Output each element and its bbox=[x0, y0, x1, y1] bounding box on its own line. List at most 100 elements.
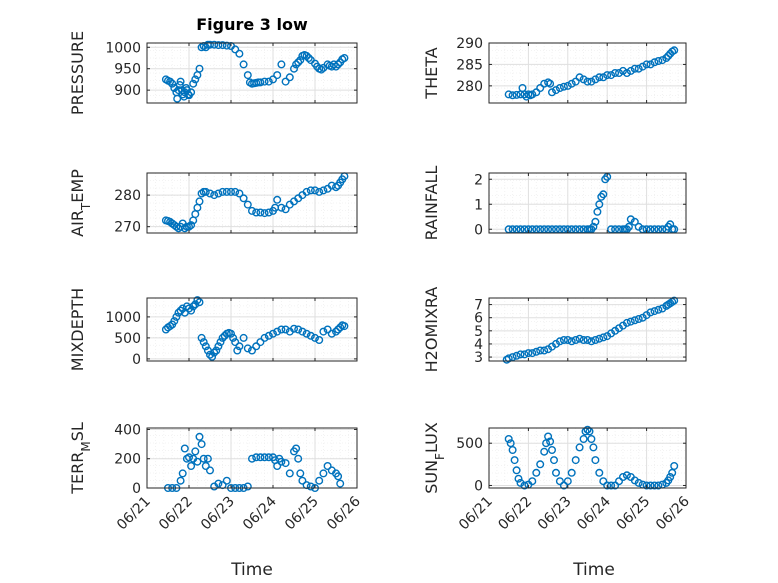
data-point bbox=[532, 468, 541, 477]
data-point bbox=[264, 453, 273, 462]
data-point bbox=[630, 316, 639, 325]
data-point bbox=[536, 83, 545, 92]
data-point bbox=[239, 333, 248, 342]
data-point bbox=[260, 333, 269, 342]
data-point bbox=[670, 46, 679, 55]
data-point bbox=[634, 315, 643, 324]
data-point bbox=[510, 456, 519, 465]
data-point bbox=[595, 200, 604, 209]
data-point bbox=[229, 333, 238, 342]
data-point bbox=[591, 456, 600, 465]
data-point bbox=[512, 351, 521, 360]
data-point bbox=[619, 473, 628, 482]
data-series bbox=[504, 425, 679, 490]
axes-box bbox=[146, 172, 358, 234]
data-point bbox=[243, 200, 252, 209]
data-point bbox=[323, 462, 332, 471]
data-point bbox=[208, 352, 217, 361]
data-point bbox=[260, 209, 269, 218]
data-point bbox=[650, 307, 659, 316]
data-series bbox=[161, 40, 349, 103]
data-point bbox=[315, 476, 324, 485]
data-point bbox=[546, 79, 555, 88]
data-point bbox=[591, 217, 600, 226]
data-point bbox=[591, 336, 600, 345]
data-point bbox=[184, 453, 193, 462]
data-point bbox=[281, 325, 290, 334]
data-point bbox=[567, 468, 576, 477]
data-point bbox=[184, 304, 193, 313]
data-point bbox=[218, 41, 227, 50]
data-point bbox=[195, 432, 204, 441]
data-point bbox=[205, 189, 214, 198]
data-point bbox=[340, 54, 349, 63]
data-point bbox=[273, 327, 282, 336]
data-point bbox=[304, 54, 313, 63]
axes-box bbox=[146, 427, 358, 489]
axes-box bbox=[146, 297, 358, 362]
data-point bbox=[294, 325, 303, 334]
data-point bbox=[172, 222, 181, 231]
data-point bbox=[634, 222, 643, 231]
data-point bbox=[559, 481, 568, 490]
data-point bbox=[654, 481, 663, 490]
data-point bbox=[520, 481, 529, 490]
data-point bbox=[260, 77, 269, 86]
data-point bbox=[336, 479, 345, 488]
data-point bbox=[626, 317, 635, 326]
y-tick-label: 500 bbox=[456, 436, 483, 452]
data-point bbox=[666, 220, 675, 229]
data-point bbox=[504, 90, 513, 99]
data-point bbox=[311, 333, 320, 342]
y-tick-label: 0 bbox=[132, 481, 141, 497]
y-tick-label: 1000 bbox=[105, 310, 141, 326]
y-axis-label: PRESSURE bbox=[68, 31, 87, 115]
data-point bbox=[226, 329, 235, 338]
y-tick-label: 290 bbox=[456, 36, 483, 52]
data-point bbox=[638, 62, 647, 71]
data-point bbox=[166, 322, 175, 331]
data-point bbox=[552, 468, 561, 477]
data-point bbox=[528, 349, 537, 358]
data-point bbox=[595, 334, 604, 343]
data-point bbox=[622, 318, 631, 327]
y-tick-label: 7 bbox=[474, 298, 483, 314]
y-tick-label: 270 bbox=[114, 220, 141, 236]
axes-box bbox=[146, 42, 358, 104]
figure-title: Figure 3 low bbox=[196, 15, 308, 34]
data-point bbox=[546, 437, 555, 446]
minor-grid bbox=[147, 428, 357, 488]
y-tick-label: 500 bbox=[114, 331, 141, 347]
data-point bbox=[615, 68, 624, 77]
y-tick-label: 280 bbox=[114, 188, 141, 204]
data-point bbox=[642, 481, 651, 490]
data-point bbox=[252, 453, 261, 462]
y-tick-label: 2 bbox=[474, 172, 483, 188]
x-axis-label-right: Time bbox=[572, 560, 615, 580]
data-series bbox=[502, 296, 679, 364]
data-point bbox=[205, 40, 214, 49]
subplot-rainfall: 0 1 2 RAINFALL bbox=[422, 166, 687, 240]
data-point bbox=[532, 347, 541, 356]
data-point bbox=[589, 222, 598, 231]
data-point bbox=[319, 186, 328, 195]
data-point bbox=[311, 186, 320, 195]
data-series bbox=[161, 296, 349, 361]
data-point bbox=[180, 224, 189, 233]
data-point bbox=[567, 79, 576, 88]
data-point bbox=[173, 94, 182, 103]
data-point bbox=[247, 206, 256, 215]
data-point bbox=[195, 64, 204, 73]
data-point bbox=[575, 73, 584, 82]
data-point bbox=[575, 443, 584, 452]
data-point bbox=[222, 476, 231, 485]
y-tick-label: 900 bbox=[114, 83, 141, 99]
data-point bbox=[579, 336, 588, 345]
y-tick-label: 0 bbox=[474, 478, 483, 494]
data-point bbox=[252, 342, 261, 351]
data-point bbox=[187, 88, 196, 97]
data-point bbox=[243, 71, 252, 80]
data-point bbox=[296, 56, 305, 65]
data-point bbox=[591, 75, 600, 84]
data-point bbox=[296, 469, 305, 478]
